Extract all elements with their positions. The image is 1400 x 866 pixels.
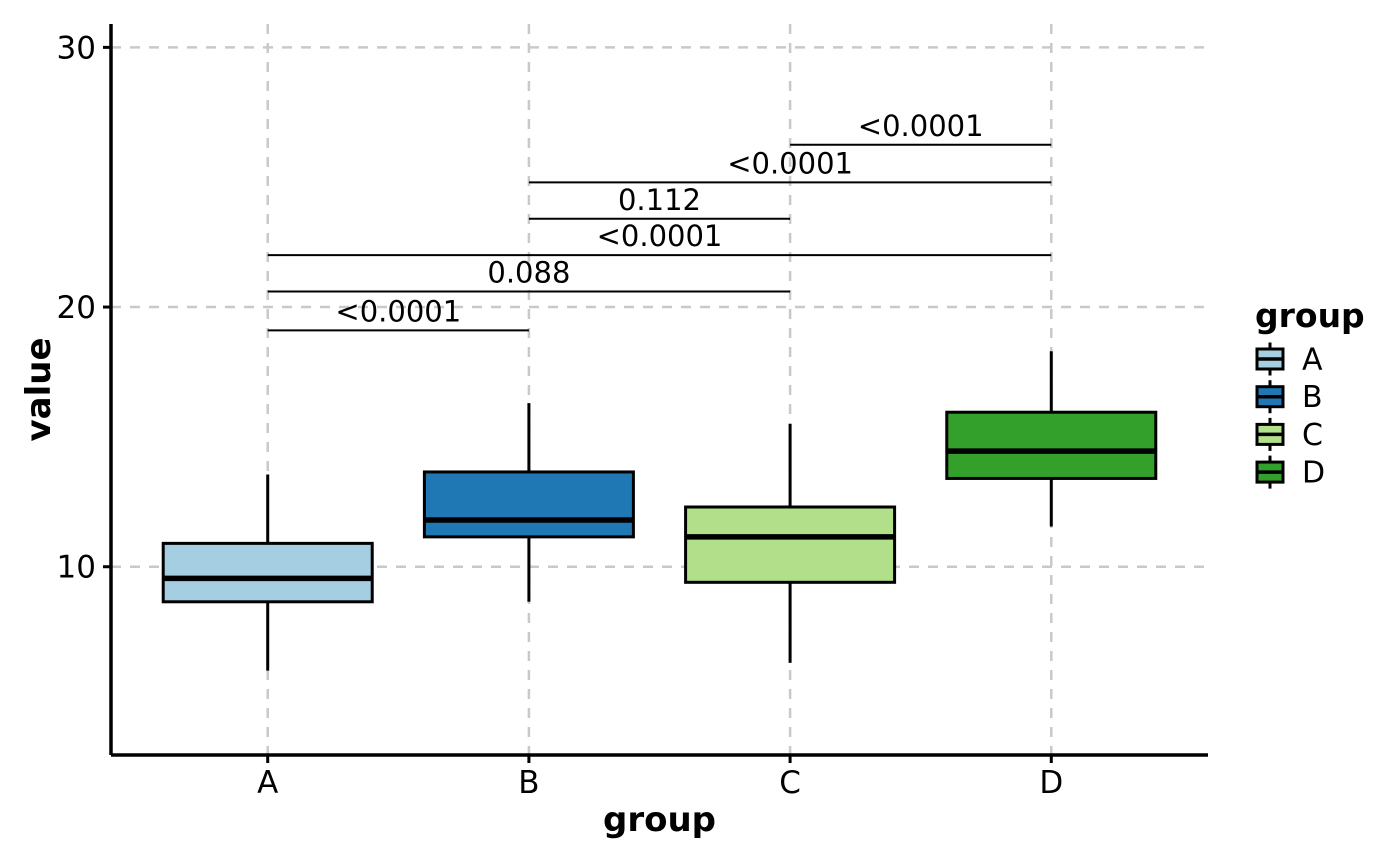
box-C: [684, 505, 897, 584]
comparison-B-C: 0.112: [528, 183, 791, 220]
legend-entry-C: C: [1255, 417, 1323, 453]
x-axis-title: group: [603, 800, 716, 840]
comparison-label-A-D: <0.0001: [597, 219, 723, 253]
box-D: [945, 410, 1158, 480]
boxplot-group-C: [684, 423, 897, 663]
legend-title: group: [1255, 296, 1365, 335]
y-tick-label-10: 10: [57, 550, 96, 586]
x-tick-label-A: A: [257, 765, 278, 801]
comparison-label-C-D: <0.0001: [858, 109, 984, 143]
comparison-label-B-D: <0.0001: [727, 146, 853, 180]
x-tick-label-B: B: [518, 765, 539, 801]
comparison-C-D: <0.0001: [790, 109, 1052, 146]
comparison-label-B-C: 0.112: [618, 183, 701, 217]
comparison-label-A-B: <0.0001: [335, 294, 461, 328]
x-tick-label-C: C: [779, 765, 801, 801]
comparison-A-C: 0.088: [267, 255, 791, 293]
axes: 10 20 30 A B C D: [57, 24, 1208, 801]
legend-label-A: A: [1302, 343, 1323, 378]
boxplot-group-D: [945, 351, 1158, 527]
comparison-A-B: <0.0001: [267, 294, 529, 332]
comparison-label-A-C: 0.088: [487, 255, 570, 289]
legend-label-C: C: [1302, 418, 1323, 453]
legend-entry-A: A: [1255, 342, 1323, 378]
legend-entry-D: D: [1255, 455, 1325, 491]
boxplot-group-B: [422, 403, 635, 602]
box-B: [422, 470, 635, 539]
boxplot-group-A: [161, 474, 374, 671]
x-tick-label-D: D: [1039, 765, 1063, 801]
y-axis-title: value: [19, 337, 59, 441]
box-A: [161, 541, 374, 604]
legend-entry-B: B: [1255, 380, 1323, 415]
legend-label-D: D: [1302, 456, 1325, 491]
y-tick-label-30: 30: [57, 30, 96, 66]
y-tick-label-20: 20: [57, 290, 96, 326]
legend-label-B: B: [1302, 380, 1323, 415]
comparison-A-D: <0.0001: [267, 219, 1052, 257]
comparison-B-D: <0.0001: [528, 146, 1052, 184]
boxplots: [161, 351, 1158, 671]
